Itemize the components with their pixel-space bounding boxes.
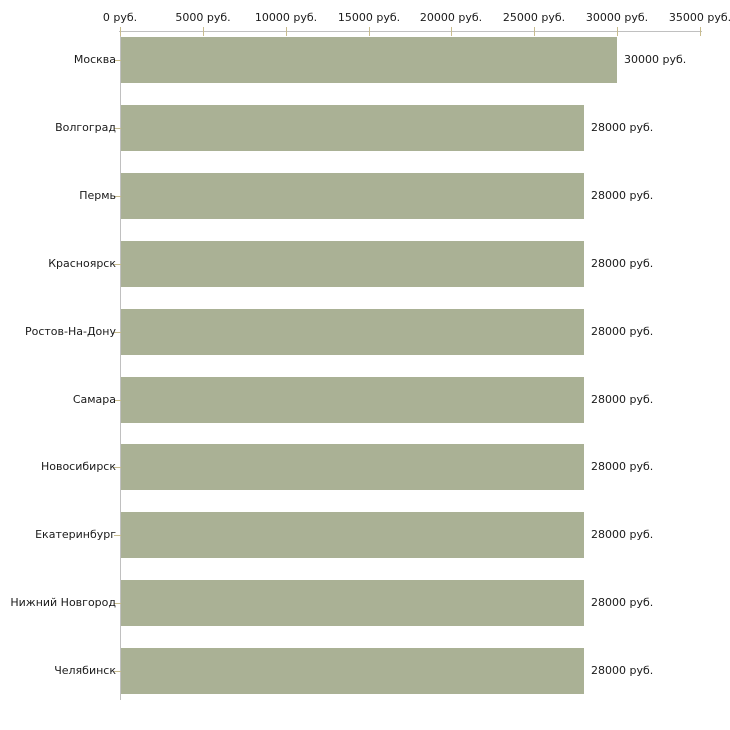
bar: [121, 512, 584, 558]
value-label: 28000 руб.: [591, 664, 654, 677]
y-axis-tick: [114, 264, 121, 265]
value-label: 28000 руб.: [591, 189, 654, 202]
x-axis-tick: [369, 27, 370, 36]
x-axis-tick: [534, 27, 535, 36]
x-axis-tick-label: 5000 руб.: [175, 11, 231, 24]
y-axis-tick: [114, 60, 121, 61]
y-axis-tick: [114, 128, 121, 129]
y-axis-tick: [114, 196, 121, 197]
value-label: 28000 руб.: [591, 596, 654, 609]
bar: [121, 37, 617, 83]
value-label: 28000 руб.: [591, 121, 654, 134]
x-axis-tick: [451, 27, 452, 36]
bar: [121, 444, 584, 490]
x-axis-tick: [617, 27, 618, 36]
y-axis-tick: [114, 671, 121, 672]
category-label: Волгоград: [55, 121, 116, 134]
y-axis-tick: [114, 467, 121, 468]
x-axis-tick-label: 15000 руб.: [337, 11, 401, 24]
x-axis-tick-label: 30000 руб.: [585, 11, 649, 24]
x-axis-tick: [700, 27, 701, 36]
category-label: Екатеринбург: [35, 528, 116, 541]
x-axis-tick-label: 10000 руб.: [254, 11, 318, 24]
y-axis-line: [120, 31, 121, 700]
category-label: Самара: [72, 393, 116, 406]
value-label: 30000 руб.: [624, 53, 687, 66]
category-label: Новосибирск: [40, 460, 116, 473]
x-axis-tick-label: 20000 руб.: [419, 11, 483, 24]
x-axis-tick: [203, 27, 204, 36]
x-axis-tick-label: 0 руб.: [102, 11, 138, 24]
category-label: Ростов-На-Дону: [24, 325, 116, 338]
x-axis-line: [119, 31, 702, 32]
category-label: Челябинск: [54, 664, 116, 677]
y-axis-tick: [114, 332, 121, 333]
x-axis-tick-label: 25000 руб.: [502, 11, 566, 24]
x-axis-tick-label: 35000 руб.: [668, 11, 730, 24]
bar: [121, 309, 584, 355]
value-label: 28000 руб.: [591, 528, 654, 541]
bar: [121, 241, 584, 287]
bar: [121, 377, 584, 423]
value-label: 28000 руб.: [591, 325, 654, 338]
value-label: 28000 руб.: [591, 393, 654, 406]
category-label: Пермь: [79, 189, 116, 202]
category-label: Нижний Новгород: [10, 596, 116, 609]
value-label: 28000 руб.: [591, 257, 654, 270]
category-label: Москва: [73, 53, 116, 66]
y-axis-tick: [114, 603, 121, 604]
x-axis-tick: [120, 27, 121, 36]
bar: [121, 105, 584, 151]
y-axis-tick: [114, 535, 121, 536]
value-label: 28000 руб.: [591, 460, 654, 473]
bar: [121, 580, 584, 626]
bar: [121, 173, 584, 219]
bar: [121, 648, 584, 694]
y-axis-tick: [114, 400, 121, 401]
category-label: Красноярск: [48, 257, 116, 270]
x-axis-tick: [286, 27, 287, 36]
